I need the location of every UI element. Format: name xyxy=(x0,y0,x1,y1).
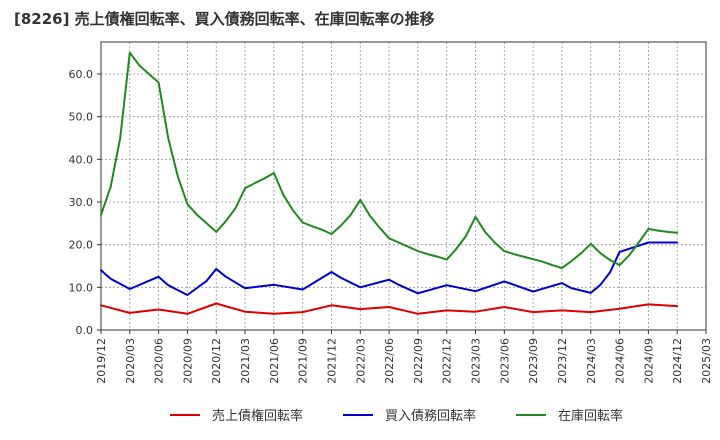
grid-layer xyxy=(100,42,707,331)
plot-frame xyxy=(100,41,707,331)
axis-layer: 0.0 10.0 20.0 30.0 40.0 50.0 60.0 2019/12 2020/0… xyxy=(69,41,713,384)
x-tick-label: 2023/03 xyxy=(470,338,483,384)
legend-label-2: 買入債務回転率 xyxy=(385,408,476,424)
x-tick-label: 2021/09 xyxy=(297,338,310,384)
x-tick-label: 2021/06 xyxy=(268,338,281,384)
x-tick-label: 2021/03 xyxy=(239,338,252,384)
legend-label-3: 在庫回転率 xyxy=(558,408,623,424)
x-tick-label: 2020/09 xyxy=(181,338,194,384)
y-tick-label: 60.0 xyxy=(69,68,94,81)
y-tick-label: 30.0 xyxy=(69,196,94,209)
series-line-1 xyxy=(100,302,679,315)
x-tick-label: 2022/06 xyxy=(383,338,396,384)
legend-layer: 売上債権回転率 買入債務回転率 在庫回転率 xyxy=(170,408,623,424)
x-tick-label: 2024/03 xyxy=(585,338,598,384)
x-tick-label: 2023/06 xyxy=(498,338,511,384)
series-line-3 xyxy=(100,51,679,270)
x-tick-label: 2023/12 xyxy=(556,338,569,384)
x-tick-label: 2022/03 xyxy=(354,338,367,384)
x-tick-label: 2019/12 xyxy=(95,338,108,384)
x-tick-label: 2022/12 xyxy=(441,338,454,384)
y-tick-label: 40.0 xyxy=(69,153,94,166)
y-tick-label: 20.0 xyxy=(69,239,94,252)
x-tick-label: 2024/06 xyxy=(614,338,627,384)
y-tick-label: 0.0 xyxy=(76,324,94,337)
y-tick-label: 10.0 xyxy=(69,281,94,294)
x-tick-label: 2020/12 xyxy=(210,338,223,384)
x-tick-label: 2020/03 xyxy=(124,338,137,384)
y-tick-label: 50.0 xyxy=(69,111,94,124)
legend-label-1: 売上債権回転率 xyxy=(212,408,303,424)
x-tick-label: 2025/03 xyxy=(700,338,713,384)
x-tick-label: 2020/06 xyxy=(153,338,166,384)
x-tick-label: 2024/12 xyxy=(671,338,684,384)
chart-title: [8226] 売上債権回転率、買入債務回転率、在庫回転率の推移 xyxy=(14,10,435,28)
x-tick-label: 2021/12 xyxy=(325,338,338,384)
series-line-2 xyxy=(100,241,679,296)
x-tick-label: 2022/09 xyxy=(412,338,425,384)
series-layer xyxy=(100,51,679,315)
x-tick-label: 2024/09 xyxy=(642,338,655,384)
x-tick-label: 2023/09 xyxy=(527,338,540,384)
